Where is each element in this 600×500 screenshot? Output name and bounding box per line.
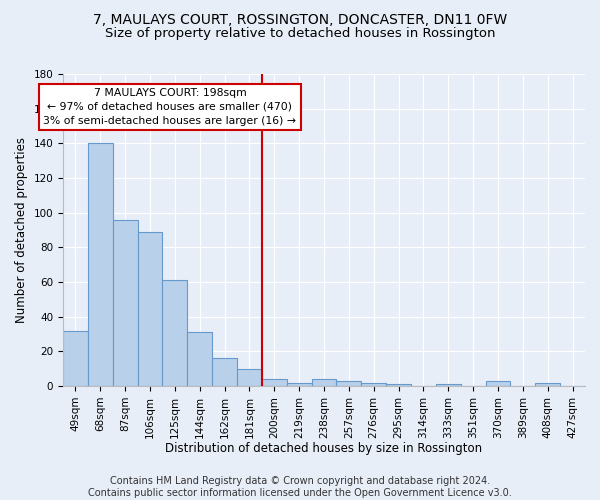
Bar <box>436 384 461 386</box>
Bar <box>187 332 212 386</box>
Bar <box>287 382 311 386</box>
Bar <box>113 220 137 386</box>
Bar <box>212 358 237 386</box>
Bar <box>337 381 361 386</box>
Text: Size of property relative to detached houses in Rossington: Size of property relative to detached ho… <box>105 28 495 40</box>
Bar <box>485 381 511 386</box>
Text: Contains HM Land Registry data © Crown copyright and database right 2024.
Contai: Contains HM Land Registry data © Crown c… <box>88 476 512 498</box>
Bar <box>311 379 337 386</box>
Y-axis label: Number of detached properties: Number of detached properties <box>15 137 28 323</box>
Bar <box>361 382 386 386</box>
Bar <box>535 382 560 386</box>
X-axis label: Distribution of detached houses by size in Rossington: Distribution of detached houses by size … <box>166 442 482 455</box>
Bar <box>88 144 113 386</box>
Text: 7 MAULAYS COURT: 198sqm
← 97% of detached houses are smaller (470)
3% of semi-de: 7 MAULAYS COURT: 198sqm ← 97% of detache… <box>43 88 296 126</box>
Bar <box>137 232 163 386</box>
Bar <box>262 379 287 386</box>
Bar <box>386 384 411 386</box>
Text: 7, MAULAYS COURT, ROSSINGTON, DONCASTER, DN11 0FW: 7, MAULAYS COURT, ROSSINGTON, DONCASTER,… <box>93 12 507 26</box>
Bar <box>237 368 262 386</box>
Bar <box>63 330 88 386</box>
Bar <box>163 280 187 386</box>
